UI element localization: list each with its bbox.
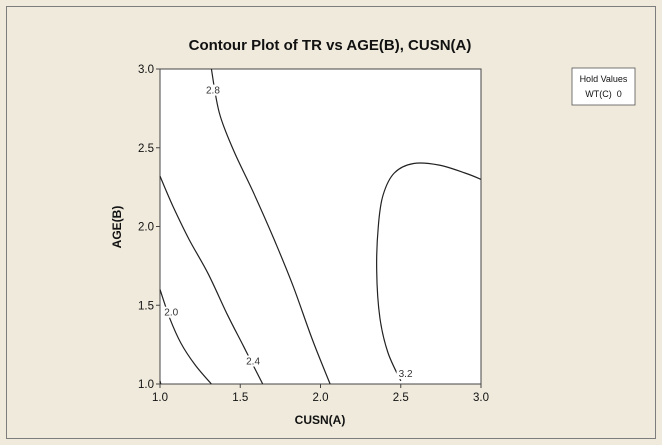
x-axis-label: CUSN(A) — [295, 413, 346, 427]
x-tick-label: 1.0 — [152, 392, 168, 404]
x-axis: 1.0 1.5 2.0 2.5 3.0 — [152, 384, 489, 404]
x-tick-label: 3.0 — [473, 392, 489, 404]
y-tick-label: 2.5 — [138, 143, 154, 155]
contour-line — [210, 68, 331, 385]
contour-label-bg — [162, 306, 181, 318]
hold-values-entry: WT(C) 0 — [585, 89, 622, 99]
contour-line — [376, 162, 482, 382]
contour-line — [159, 380, 162, 385]
y-tick-label: 3.0 — [138, 64, 154, 76]
y-axis-label: AGE(B) — [110, 206, 124, 249]
chart-title: Contour Plot of TR vs AGE(B), CUSN(A) — [189, 37, 472, 54]
y-tick-label: 2.0 — [138, 222, 154, 234]
plot-frame — [159, 68, 482, 385]
contour-label: 2.4 — [246, 357, 260, 368]
contour-labels: 2.0 2.4 2.8 3.2 — [162, 84, 415, 380]
x-tick-label: 2.0 — [313, 392, 329, 404]
contour-label-bg — [203, 84, 222, 96]
hold-values-title: Hold Values — [580, 74, 628, 84]
y-axis: 1.0 1.5 2.0 2.5 3.0 — [138, 64, 160, 391]
y-tick-label: 1.0 — [138, 379, 154, 391]
contour-label: 2.8 — [206, 86, 220, 97]
x-tick-label: 2.5 — [393, 392, 409, 404]
contour-label: 2.0 — [164, 308, 178, 319]
plot-area — [159, 68, 482, 385]
x-tick-label: 1.5 — [232, 392, 248, 404]
contour-label-bg — [396, 368, 415, 380]
contour-label-bg — [244, 355, 263, 367]
y-tick-label: 1.5 — [138, 300, 154, 312]
contour-label: 3.2 — [399, 369, 413, 380]
hold-values-box: Hold Values WT(C) 0 — [571, 67, 636, 106]
contour-line — [159, 175, 264, 385]
